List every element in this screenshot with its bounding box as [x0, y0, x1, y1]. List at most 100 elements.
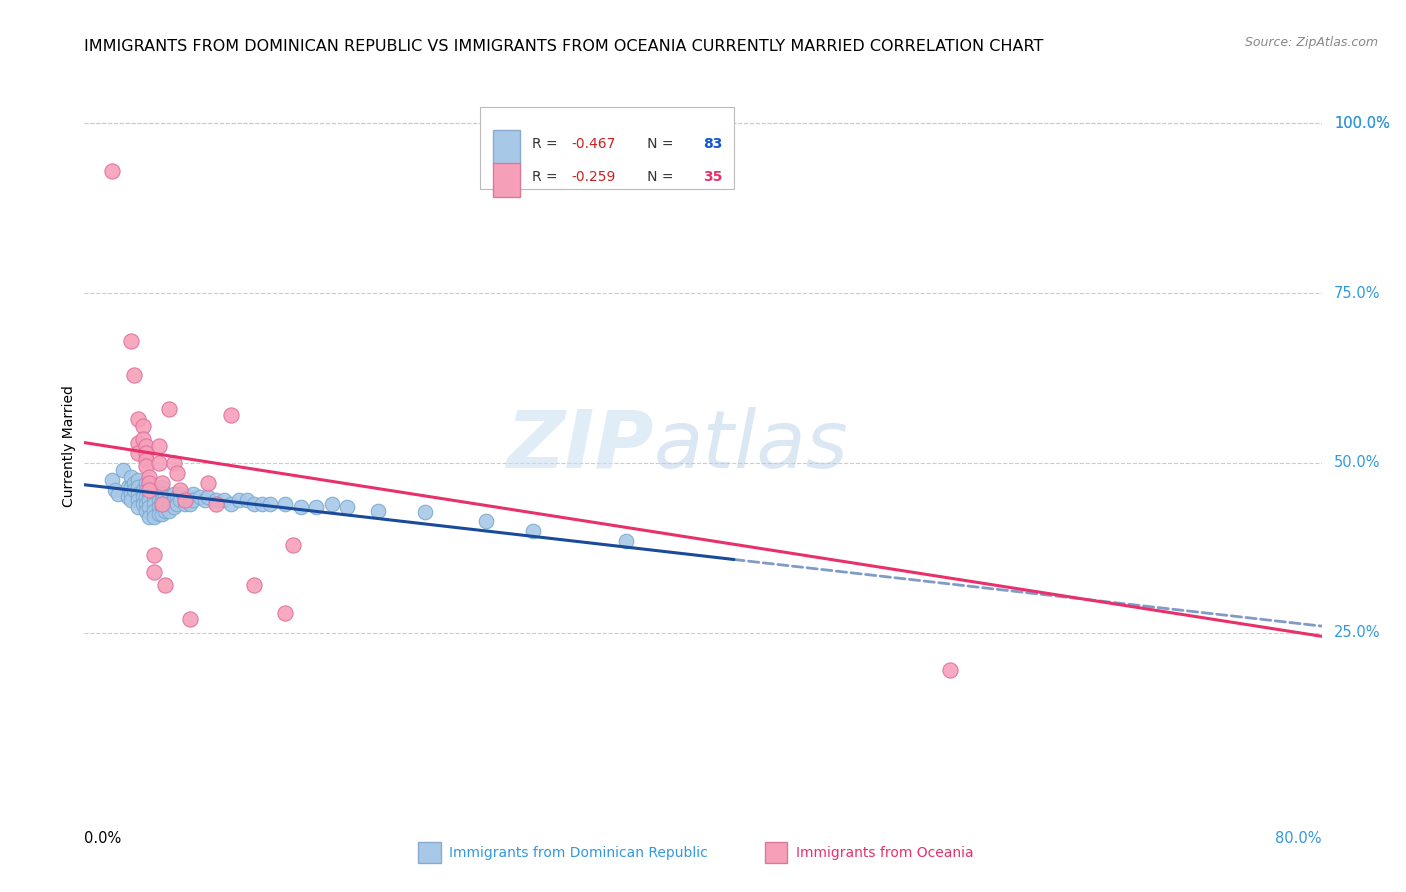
Point: [205, 493, 228, 508]
Bar: [419, 842, 440, 863]
Point: [143, 565, 166, 579]
Point: [153, 490, 176, 504]
Text: ZIP: ZIP: [506, 407, 654, 485]
Point: [197, 490, 219, 504]
Point: [127, 486, 149, 500]
Text: IMMIGRANTS FROM DOMINICAN REPUBLIC VS IMMIGRANTS FROM OCEANIA CURRENTLY MARRIED : IMMIGRANTS FROM DOMINICAN REPUBLIC VS IM…: [84, 38, 1043, 54]
Point: [153, 503, 176, 517]
Point: [138, 500, 160, 515]
Text: 100.0%: 100.0%: [1334, 116, 1391, 131]
Point: [148, 456, 170, 470]
Point: [127, 435, 149, 450]
Point: [179, 497, 201, 511]
Text: Source: ZipAtlas.com: Source: ZipAtlas.com: [1244, 36, 1378, 49]
Point: [135, 483, 157, 498]
Point: [219, 497, 242, 511]
Text: Immigrants from Oceania: Immigrants from Oceania: [796, 846, 973, 860]
Point: [143, 510, 166, 524]
Text: -0.467: -0.467: [572, 137, 616, 151]
Bar: [492, 130, 520, 164]
Point: [112, 463, 135, 477]
Point: [336, 500, 359, 515]
Point: [228, 493, 250, 508]
Point: [135, 503, 157, 517]
Point: [413, 505, 436, 519]
Point: [159, 401, 180, 416]
Text: -0.259: -0.259: [572, 170, 616, 184]
Point: [148, 507, 170, 521]
Point: [522, 524, 544, 538]
Point: [181, 493, 204, 508]
Point: [148, 493, 170, 508]
Point: [150, 486, 173, 500]
Point: [127, 473, 149, 487]
Point: [150, 497, 173, 511]
Point: [143, 490, 166, 504]
Point: [132, 418, 155, 433]
Point: [194, 493, 217, 508]
Point: [122, 483, 145, 498]
Point: [153, 578, 176, 592]
Point: [122, 368, 145, 382]
Point: [163, 486, 186, 500]
Point: [150, 500, 173, 515]
Bar: [765, 842, 787, 863]
Point: [166, 490, 188, 504]
Point: [290, 500, 312, 515]
Point: [148, 500, 170, 515]
Point: [132, 432, 155, 446]
Point: [181, 486, 204, 500]
Point: [166, 497, 188, 511]
Point: [174, 497, 197, 511]
Point: [169, 486, 191, 500]
Point: [614, 534, 637, 549]
Text: R =: R =: [533, 170, 562, 184]
Point: [188, 490, 211, 504]
Point: [148, 439, 170, 453]
Point: [148, 486, 170, 500]
Point: [179, 490, 201, 504]
Point: [243, 497, 266, 511]
Point: [135, 497, 157, 511]
Point: [243, 578, 266, 592]
Text: atlas: atlas: [654, 407, 848, 485]
Point: [120, 480, 142, 494]
Point: [122, 476, 145, 491]
Text: 100.0%: 100.0%: [1334, 116, 1391, 131]
Point: [135, 446, 157, 460]
Point: [250, 497, 273, 511]
Point: [259, 497, 281, 511]
Point: [127, 493, 149, 508]
Point: [197, 476, 219, 491]
Point: [127, 500, 149, 515]
Point: [163, 493, 186, 508]
Point: [150, 507, 173, 521]
Point: [150, 493, 173, 508]
Point: [138, 483, 160, 498]
Point: [475, 514, 498, 528]
Point: [127, 412, 149, 426]
Point: [159, 490, 180, 504]
Text: Immigrants from Dominican Republic: Immigrants from Dominican Republic: [450, 846, 709, 860]
Point: [150, 480, 173, 494]
Point: [281, 537, 305, 551]
Point: [367, 503, 389, 517]
Point: [150, 476, 173, 491]
Point: [120, 334, 142, 348]
Text: 0.0%: 0.0%: [84, 831, 121, 847]
Point: [274, 606, 297, 620]
Point: [135, 452, 157, 467]
Point: [212, 493, 235, 508]
Point: [143, 497, 166, 511]
Point: [135, 439, 157, 453]
Point: [132, 490, 155, 504]
Point: [163, 456, 186, 470]
Point: [120, 493, 142, 508]
Point: [305, 500, 328, 515]
Point: [104, 483, 127, 498]
Point: [179, 612, 201, 626]
Point: [138, 510, 160, 524]
Point: [274, 497, 297, 511]
Point: [159, 503, 180, 517]
Point: [219, 409, 242, 423]
